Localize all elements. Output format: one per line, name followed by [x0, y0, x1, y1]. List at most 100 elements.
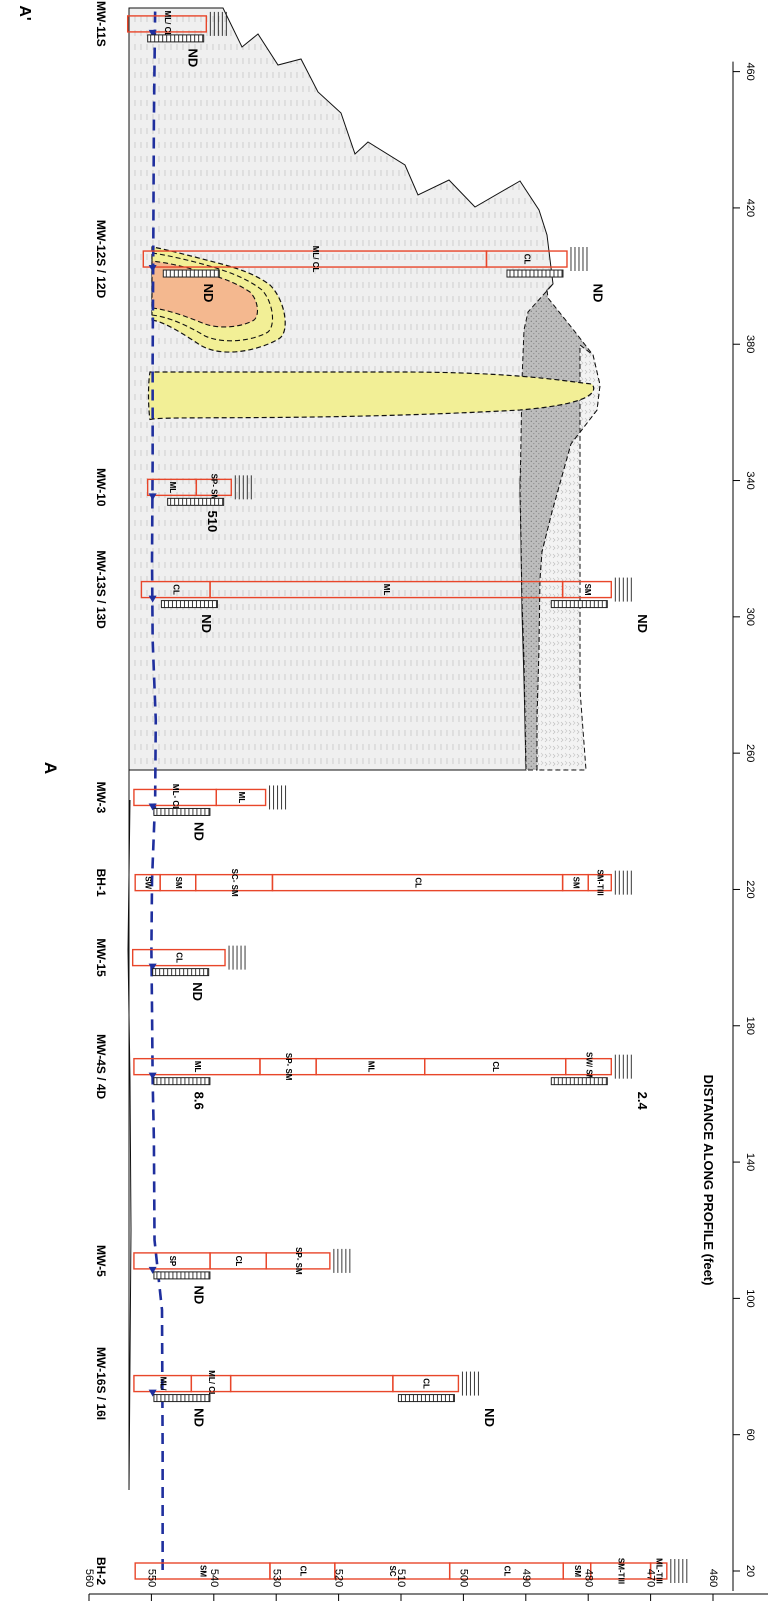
- soil-unit-label: SP- SM: [284, 1053, 293, 1081]
- water-level-marker: [148, 1072, 157, 1080]
- well-name: MW-13S / 13D: [94, 550, 108, 629]
- sample-result: ND: [591, 284, 606, 303]
- well-screen: [162, 269, 220, 278]
- sample-result: ND: [191, 822, 206, 841]
- soil-unit-label: SM: [198, 1565, 207, 1577]
- axes: 4504604704804905005105205305405505602060…: [83, 61, 768, 1601]
- soil-unit-label: ML: [237, 792, 246, 804]
- well-screen: [160, 600, 218, 609]
- soil-unit-label: ML-TIII: [655, 1558, 664, 1584]
- distance-tick-label: 420: [744, 199, 756, 217]
- distance-tick-label: 460: [744, 62, 756, 80]
- water-level-marker: [148, 29, 157, 37]
- distance-tick-label: 60: [744, 1429, 756, 1441]
- soil-unit-label: SP: [168, 1256, 177, 1267]
- sample-result: ND: [635, 614, 650, 633]
- soil-unit-label: ML/ CL: [311, 246, 320, 273]
- well: MW-12S / 12D ML/ CL CL ND ND: [94, 220, 606, 303]
- soil-unit-label: SM: [573, 1565, 582, 1577]
- soil-unit-label: ML: [382, 584, 391, 596]
- sample-result: 510: [205, 510, 220, 532]
- soil-unit-label: CL: [175, 952, 184, 963]
- sample-result: ND: [185, 49, 200, 68]
- soil-unit: [565, 1057, 612, 1076]
- sample-result: ND: [199, 614, 214, 633]
- well: BH-2 SM CL SC CL SM SM-TIII ML-TIII: [94, 1557, 688, 1585]
- soil-unit: [229, 1374, 394, 1393]
- well: MW-11S ML/ CL ND: [94, 1, 227, 68]
- soil-unit-label: SM-TIII: [617, 1558, 626, 1584]
- well: MW-16S / 16I ML/ML/ CL CL ND ND: [94, 1347, 497, 1427]
- sample-result: 8.6: [191, 1092, 206, 1110]
- well-name: MW-12S / 12D: [94, 220, 108, 299]
- distance-tick-label: 140: [744, 1153, 756, 1171]
- soil-unit: [392, 1374, 460, 1393]
- distance-tick-label: 180: [744, 1017, 756, 1035]
- soil-unit: [126, 15, 208, 33]
- soil-unit: [587, 873, 612, 892]
- lower-till-unit: [536, 343, 601, 771]
- well: MW-5 SP CL SP- SM ND: [94, 1245, 351, 1305]
- well-screen: [153, 1394, 211, 1403]
- section-end-label: A': [16, 5, 33, 20]
- water-level-marker: [148, 493, 157, 501]
- elevation-tick-label: 470: [645, 1569, 657, 1587]
- well: MW-13S / 13D CL ML SM ND ND: [94, 550, 650, 633]
- elevation-tick-label: 460: [707, 1569, 719, 1587]
- water-level-marker: [148, 265, 157, 273]
- water-level-marker: [148, 595, 157, 603]
- well-name: MW-10: [94, 468, 108, 507]
- soil-unit: [215, 788, 267, 807]
- elevation-tick-label: 500: [457, 1569, 469, 1587]
- sample-result: ND: [191, 1286, 206, 1305]
- soil-unit-label: SM: [583, 584, 592, 596]
- sample-result: 2.4: [635, 1092, 650, 1111]
- elevation-tick-label: 510: [395, 1569, 407, 1587]
- well-screen: [397, 1394, 455, 1403]
- sample-result: ND: [191, 1408, 206, 1427]
- distance-tick-label: 260: [744, 744, 756, 762]
- wells: BH-2 SM CL SC CL SM SM-TIII ML-TIII MW-16S / 16I…: [94, 1, 688, 1585]
- well: BH-1 SW SM SC- SM CL SM SM-TIII: [94, 869, 632, 897]
- sample-result: ND: [482, 1408, 497, 1427]
- soil-unit-label: ML- CL: [171, 784, 180, 811]
- soil-unit-label: ML: [168, 482, 177, 494]
- well-screen: [147, 34, 205, 43]
- well: MW-3 ML- CL ML ND: [94, 782, 287, 841]
- soil-unit-label: ML: [366, 1061, 375, 1073]
- well-name: BH-2: [94, 1557, 108, 1585]
- sample-result: ND: [190, 982, 205, 1001]
- soil-unit-label: SM: [571, 877, 580, 889]
- soil-unit-label: SW/ SM: [584, 1052, 593, 1082]
- soil-unit-label: SM-TIII: [596, 870, 605, 896]
- elevation-tick-label: 550: [145, 1569, 157, 1587]
- soil-unit-label: SC- SM: [230, 869, 239, 897]
- water-level-marker: [148, 963, 157, 971]
- well-screen: [550, 600, 608, 609]
- soil-unit: [561, 580, 612, 599]
- soil-unit-label: CL: [413, 877, 422, 888]
- water-level-marker: [148, 1266, 157, 1274]
- well-name: MW-16S / 16I: [94, 1347, 108, 1420]
- well-screen: [550, 1077, 608, 1086]
- soil-unit-label: CL: [502, 1566, 511, 1577]
- distance-tick-label: 340: [744, 471, 756, 489]
- soil-unit-label: CL: [422, 1378, 431, 1389]
- soil-unit-label: SC: [388, 1565, 397, 1576]
- well-screen: [153, 1271, 211, 1280]
- well-screen: [506, 269, 564, 278]
- water-level-marker: [148, 1389, 157, 1397]
- soil-unit-label: SP- SM: [294, 1247, 303, 1275]
- soil-unit-label: SM: [174, 877, 183, 889]
- soil-unit-label: CL: [234, 1256, 243, 1267]
- distance-tick-label: 100: [744, 1289, 756, 1307]
- elevation-tick-label: 540: [208, 1569, 220, 1587]
- water-level-marker: [148, 803, 157, 811]
- well-screen: [167, 497, 225, 506]
- elevation-tick-label: 560: [83, 1569, 95, 1587]
- distance-tick-label: 380: [744, 335, 756, 353]
- distance-tick-label: 220: [744, 880, 756, 898]
- well-name: MW-4S / 4D: [94, 1034, 108, 1099]
- soil-unit-label: ML/: [159, 1377, 168, 1392]
